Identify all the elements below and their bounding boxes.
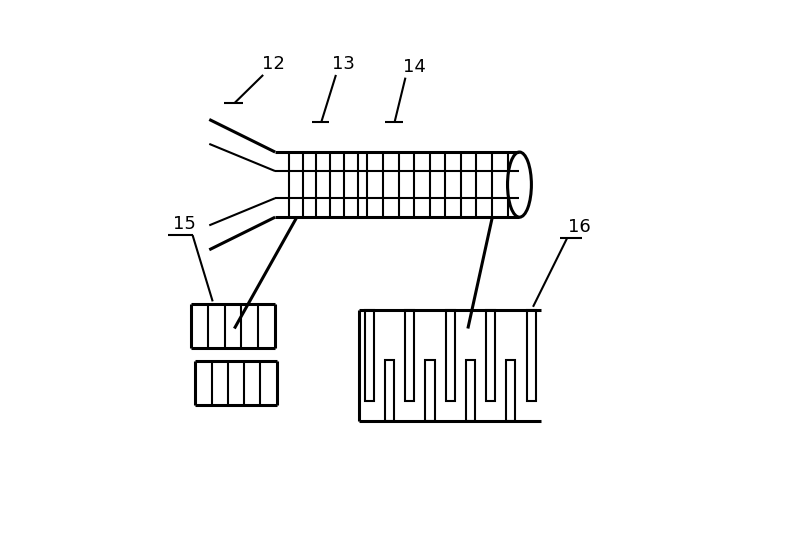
Bar bbox=[526, 310, 536, 401]
Bar bbox=[446, 310, 454, 401]
Text: 15: 15 bbox=[173, 216, 196, 233]
Bar bbox=[486, 310, 495, 401]
Text: 14: 14 bbox=[402, 58, 426, 76]
Bar bbox=[406, 310, 414, 401]
Text: 12: 12 bbox=[262, 55, 285, 73]
Bar bbox=[385, 359, 394, 421]
Text: 13: 13 bbox=[332, 55, 355, 73]
Text: 16: 16 bbox=[568, 218, 591, 236]
Bar bbox=[506, 359, 515, 421]
Bar bbox=[426, 359, 434, 421]
Bar bbox=[365, 310, 374, 401]
Bar bbox=[466, 359, 475, 421]
